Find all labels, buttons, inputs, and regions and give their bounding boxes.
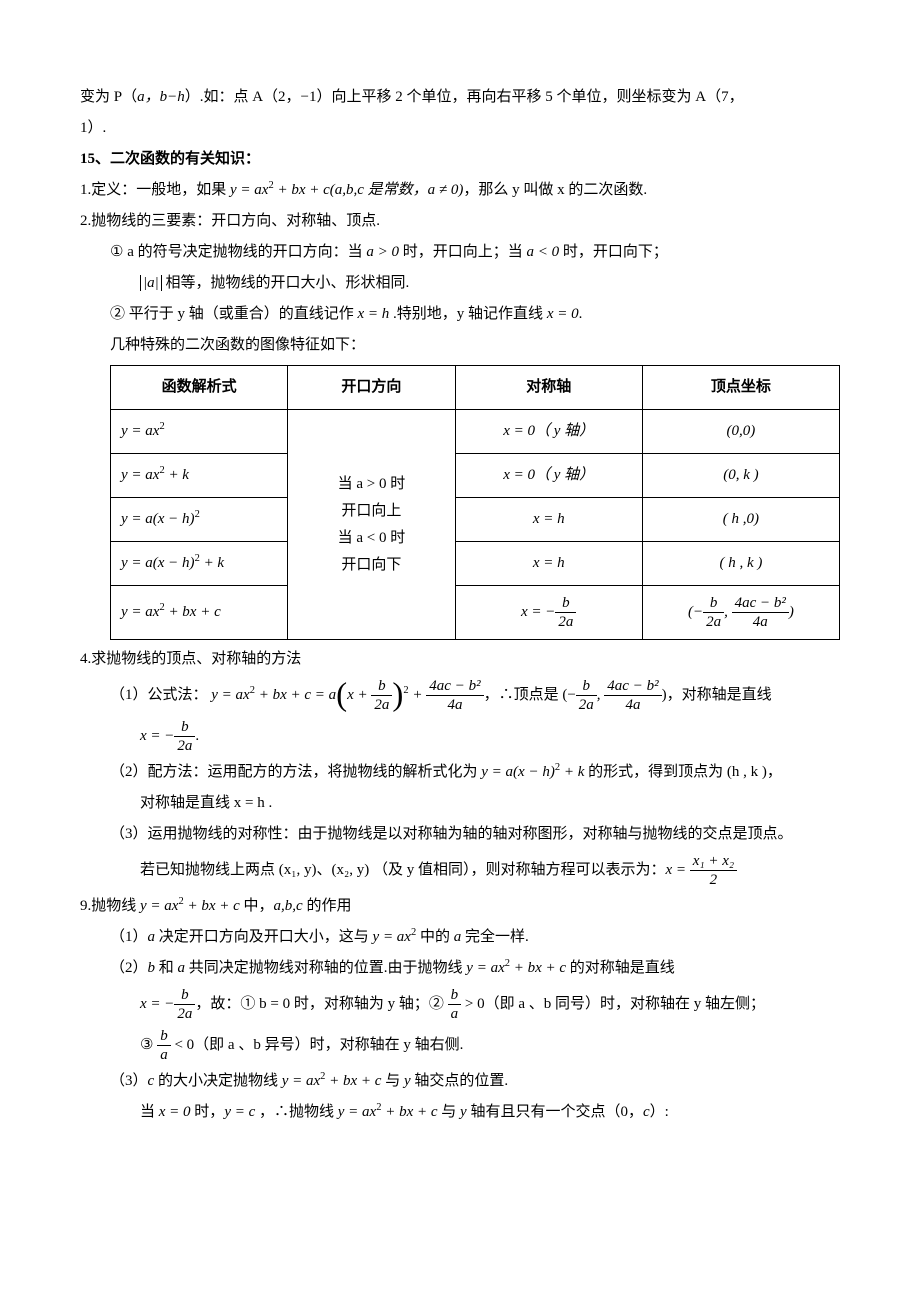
- th-form: 函数解析式: [111, 366, 288, 410]
- cell-axis: x = −b2a: [455, 586, 642, 640]
- def-1: 1.定义：一般地，如果 y = ax2 + bx + c(a,b,c 是常数，a…: [80, 177, 840, 204]
- table-row: y = ax2 当 a > 0 时 开口向上 当 a < 0 时 开口向下 x …: [111, 410, 840, 454]
- sec4-3-line1: （3）运用抛物线的对称性：由于抛物线是以对称轴为轴的轴对称图形，对称轴与抛物线的…: [80, 821, 840, 848]
- sec4-title: 4.求抛物线的顶点、对称轴的方法: [80, 646, 840, 673]
- intro-line2: 1）.: [80, 115, 840, 142]
- def-2: 2.抛物线的三要素：开口方向、对称轴、顶点.: [80, 208, 840, 235]
- sec4-1-line2: x = −b2a.: [80, 718, 840, 755]
- intro-line1: 变为 P（a，b−h）.如：点 A（2，−1）向上平移 2 个单位，再向右平移 …: [80, 84, 840, 111]
- forms-table: 函数解析式 开口方向 对称轴 顶点坐标 y = ax2 当 a > 0 时 开口…: [110, 365, 840, 640]
- cell-form: y = ax2 + k: [111, 454, 288, 498]
- cell-form: y = a(x − h)2: [111, 498, 288, 542]
- args: a，b−h: [137, 89, 185, 105]
- th-vertex: 顶点坐标: [642, 366, 839, 410]
- section-15-title: 15、二次函数的有关知识：: [80, 146, 840, 173]
- cell-vertex: (0, k ): [642, 454, 839, 498]
- cell-vertex: ( h , k ): [642, 542, 839, 586]
- text: ）.如：点 A（2，−1）向上平移 2 个单位，再向右平移 5 个单位，则坐标变…: [185, 89, 744, 105]
- cell-vertex: (0,0): [642, 410, 839, 454]
- sec9-2-line1: （2）b 和 a 共同决定抛物线对称轴的位置.由于抛物线 y = ax2 + b…: [80, 955, 840, 982]
- th-axis: 对称轴: [455, 366, 642, 410]
- cell-vertex: ( h ,0): [642, 498, 839, 542]
- sec4-1: （1）公式法： y = ax2 + bx + c = a(x + b2a)2 +…: [80, 677, 840, 714]
- table-row: y = a(x − h)2 + k x = h ( h , k ): [111, 542, 840, 586]
- sec9-3-line2: 当 x = 0 时，y = c ，∴抛物线 y = ax2 + bx + c 与…: [80, 1099, 840, 1126]
- cell-vertex: (−b2a, 4ac − b²4a): [642, 586, 839, 640]
- text: 变为 P（: [80, 89, 137, 105]
- table-row: y = ax2 + bx + c x = −b2a (−b2a, 4ac − b…: [111, 586, 840, 640]
- sec4-2-line2: 对称轴是直线 x = h .: [80, 790, 840, 817]
- sec9-2-line3: ③ ba < 0（即 a 、b 异号）时，对称轴在 y 轴右侧.: [80, 1027, 840, 1064]
- cell-axis: x = h: [455, 498, 642, 542]
- cell-form: y = ax2 + bx + c: [111, 586, 288, 640]
- sec9-1: （1）a 决定开口方向及开口大小，这与 y = ax2 中的 a 完全一样.: [80, 924, 840, 951]
- sec4-2: （2）配方法：运用配方的方法，将抛物线的解析式化为 y = a(x − h)2 …: [80, 759, 840, 786]
- table-intro: 几种特殊的二次函数的图像特征如下：: [80, 332, 840, 359]
- table-header-row: 函数解析式 开口方向 对称轴 顶点坐标: [111, 366, 840, 410]
- circle-1-line2: |a| 相等，抛物线的开口大小、形状相同.: [80, 270, 840, 297]
- th-dir: 开口方向: [288, 366, 455, 410]
- cell-form: y = ax2: [111, 410, 288, 454]
- table-row: y = ax2 + k x = 0（ y 轴） (0, k ): [111, 454, 840, 498]
- sec9-title: 9.抛物线 y = ax2 + bx + c 中，a,b,c 的作用: [80, 893, 840, 920]
- table-row: y = a(x − h)2 x = h ( h ,0): [111, 498, 840, 542]
- cell-form: y = a(x − h)2 + k: [111, 542, 288, 586]
- circle-1-line1: ① a 的符号决定抛物线的开口方向：当 a > 0 时，开口向上；当 a < 0…: [80, 239, 840, 266]
- cell-axis: x = h: [455, 542, 642, 586]
- cell-direction: 当 a > 0 时 开口向上 当 a < 0 时 开口向下: [288, 410, 455, 640]
- circle-2: ② 平行于 y 轴（或重合）的直线记作 x = h .特别地，y 轴记作直线 x…: [80, 301, 840, 328]
- cell-axis: x = 0（ y 轴）: [455, 454, 642, 498]
- sec9-2-line2: x = −b2a，故：① b = 0 时，对称轴为 y 轴；② ba > 0（即…: [80, 986, 840, 1023]
- sec4-3-line2: 若已知抛物线上两点 (x₁, y)、(x₂, y) （及 y 值相同），则对称轴…: [80, 852, 840, 889]
- sec9-3-line1: （3）c 的大小决定抛物线 y = ax2 + bx + c 与 y 轴交点的位…: [80, 1068, 840, 1095]
- cell-axis: x = 0（ y 轴）: [455, 410, 642, 454]
